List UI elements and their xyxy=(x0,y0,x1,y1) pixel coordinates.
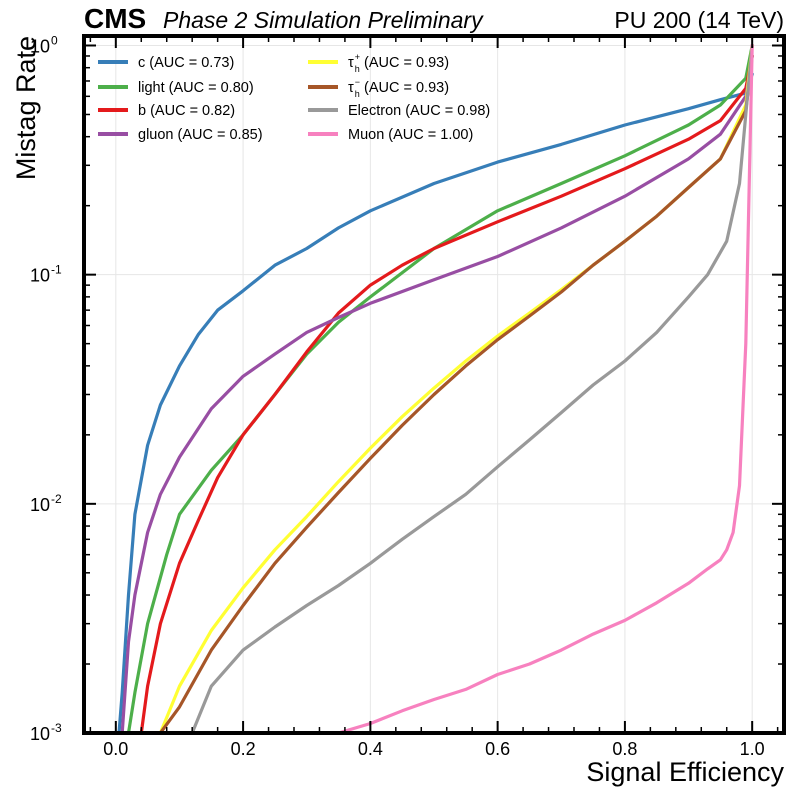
y-tick-base: 10 xyxy=(30,724,50,744)
series-line-muon xyxy=(336,43,754,733)
y-tick-label: 10 -3 xyxy=(30,721,62,744)
legend: c (AUC = 0.73) light (AUC = 0.80) b (AUC =… xyxy=(98,52,490,143)
legend-item-gluon: gluon (AUC = 0.85) xyxy=(98,127,263,143)
legend-item-b: b (AUC = 0.82) xyxy=(98,103,235,119)
legend-label: light (AUC = 0.80) xyxy=(138,80,254,96)
legend-label: Muon (AUC = 1.00) xyxy=(348,127,473,143)
legend-item-muon: Muon (AUC = 1.00) xyxy=(308,127,473,143)
legend-label: Electron (AUC = 0.98) xyxy=(348,103,490,119)
x-tick-label: 0.8 xyxy=(612,739,637,759)
experiment-label: CMS xyxy=(84,3,146,34)
series-line-tau_h_plus xyxy=(158,43,754,733)
y-axis-label: Mistag Rate xyxy=(11,36,41,180)
series-line-electron xyxy=(190,43,754,733)
series-group xyxy=(117,43,754,733)
legend-label: b (AUC = 0.82) xyxy=(138,103,235,119)
grid xyxy=(84,36,784,733)
y-tick-label: 10 -2 xyxy=(30,492,62,515)
x-tick-label: 1.0 xyxy=(740,739,765,759)
legend-label: c (AUC = 0.73) xyxy=(138,55,234,71)
y-tick-exponent: -1 xyxy=(51,263,62,277)
series-line-gluon xyxy=(120,54,754,733)
y-tick-exponent: 0 xyxy=(51,33,58,47)
x-tick-label: 0.2 xyxy=(231,739,256,759)
series-line-c xyxy=(117,72,754,733)
status-label: Phase 2 Simulation Preliminary xyxy=(163,7,484,33)
legend-label: τh+ (AUC = 0.93) xyxy=(348,52,449,74)
legend-label: τh− (AUC = 0.93) xyxy=(348,77,449,99)
x-tick-label: 0.4 xyxy=(358,739,383,759)
legend-item-c: c (AUC = 0.73) xyxy=(98,55,234,71)
y-tick-base: 10 xyxy=(30,495,50,515)
y-tick-label: 10 -1 xyxy=(30,263,62,286)
series-line-tau_h_minus xyxy=(158,54,754,733)
y-tick-label: 10 0 xyxy=(30,33,58,56)
series-line-light xyxy=(126,43,754,733)
legend-item-tau_h_minus: τh− (AUC = 0.93) xyxy=(308,77,449,99)
legend-item-light: light (AUC = 0.80) xyxy=(98,80,254,96)
plot-frame xyxy=(82,34,786,735)
conditions-label: PU 200 (14 TeV) xyxy=(614,7,784,33)
y-tick-exponent: -3 xyxy=(51,721,62,735)
series-line-b xyxy=(139,54,754,733)
x-axis-label: Signal Efficiency xyxy=(586,757,784,787)
y-tick-base: 10 xyxy=(30,266,50,286)
x-tick-label: 0.0 xyxy=(103,739,128,759)
legend-item-electron: Electron (AUC = 0.98) xyxy=(308,103,490,119)
x-tick-label: 0.6 xyxy=(485,739,510,759)
legend-item-tau_h_plus: τh+ (AUC = 0.93) xyxy=(308,52,449,74)
legend-label: gluon (AUC = 0.85) xyxy=(138,127,263,143)
y-tick-base: 10 xyxy=(30,36,50,56)
y-tick-exponent: -2 xyxy=(51,492,62,506)
